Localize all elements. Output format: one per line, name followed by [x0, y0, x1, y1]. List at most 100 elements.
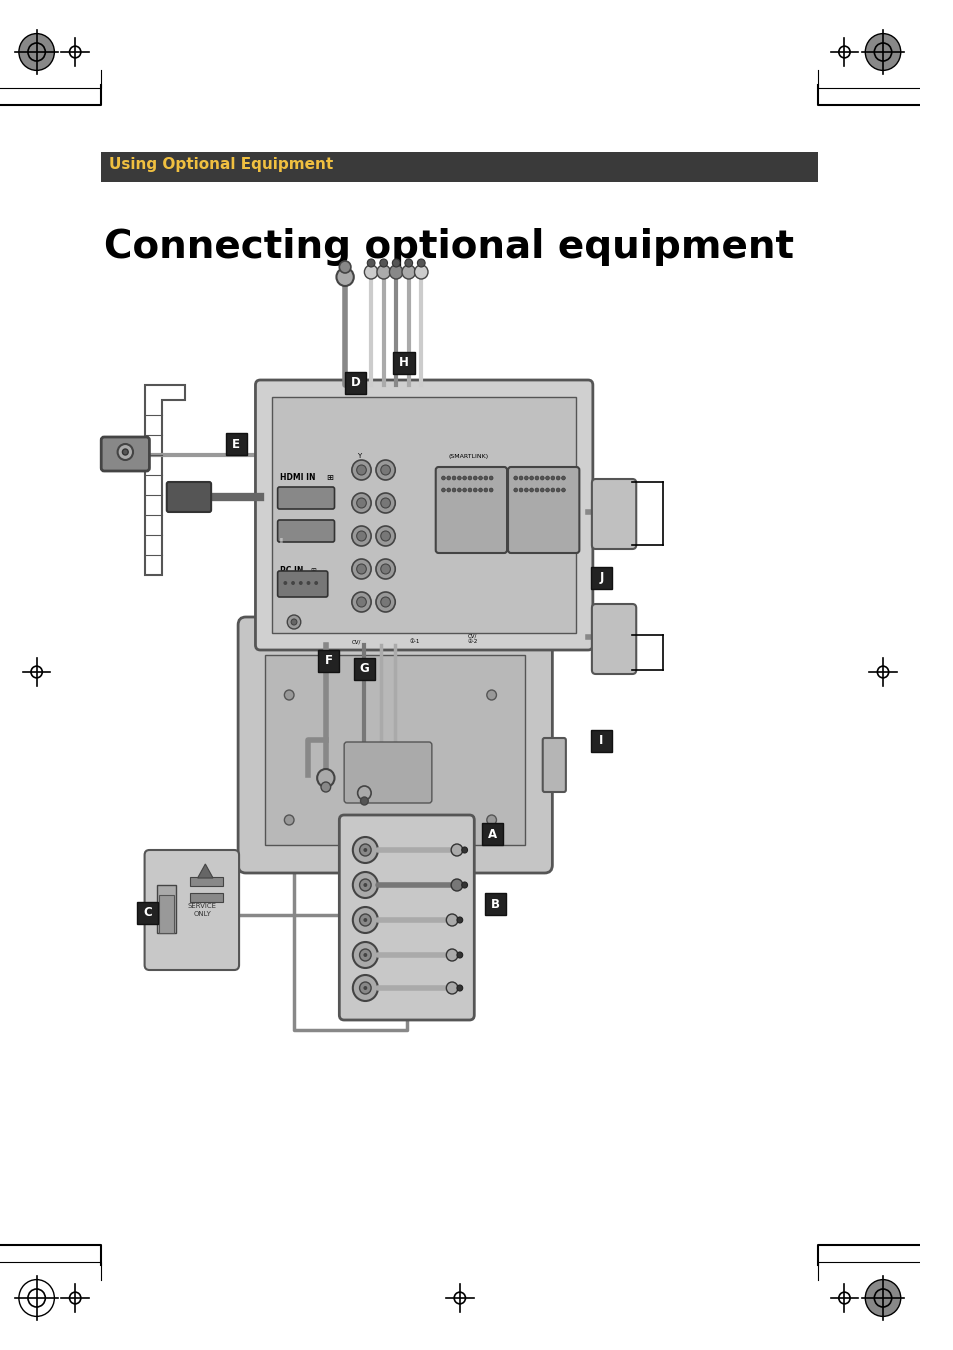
- FancyBboxPatch shape: [590, 567, 612, 589]
- Text: H: H: [398, 356, 409, 370]
- Text: PC IN: PC IN: [279, 566, 303, 575]
- Circle shape: [415, 265, 428, 279]
- Circle shape: [352, 593, 371, 612]
- Circle shape: [375, 593, 395, 612]
- FancyBboxPatch shape: [277, 520, 335, 541]
- FancyBboxPatch shape: [508, 467, 578, 554]
- Circle shape: [550, 477, 555, 481]
- Bar: [190, 892, 222, 902]
- Text: CV/
②-2: CV/ ②-2: [467, 633, 477, 644]
- FancyBboxPatch shape: [354, 657, 375, 680]
- Text: CV/: CV/: [352, 639, 361, 644]
- Bar: [190, 878, 222, 886]
- Circle shape: [379, 259, 387, 267]
- Bar: [159, 895, 174, 933]
- Circle shape: [356, 564, 366, 574]
- Text: B: B: [491, 898, 499, 910]
- Circle shape: [417, 259, 425, 267]
- Circle shape: [486, 690, 496, 701]
- Circle shape: [359, 949, 371, 961]
- Circle shape: [456, 986, 462, 991]
- FancyBboxPatch shape: [255, 379, 592, 649]
- Text: A: A: [488, 828, 497, 841]
- Circle shape: [561, 477, 565, 481]
- Circle shape: [524, 487, 528, 491]
- FancyBboxPatch shape: [167, 482, 211, 512]
- Circle shape: [478, 487, 482, 491]
- FancyBboxPatch shape: [590, 730, 612, 752]
- FancyBboxPatch shape: [481, 824, 502, 845]
- Circle shape: [353, 942, 377, 968]
- Text: SERVICE
ONLY: SERVICE ONLY: [188, 903, 216, 917]
- Circle shape: [359, 844, 371, 856]
- Circle shape: [291, 580, 294, 585]
- Circle shape: [539, 487, 543, 491]
- Circle shape: [545, 477, 549, 481]
- Circle shape: [456, 477, 461, 481]
- Circle shape: [489, 477, 493, 481]
- Circle shape: [380, 531, 390, 541]
- Circle shape: [306, 580, 310, 585]
- Circle shape: [352, 559, 371, 579]
- FancyBboxPatch shape: [436, 467, 507, 554]
- Circle shape: [359, 981, 371, 994]
- Circle shape: [314, 580, 317, 585]
- Circle shape: [356, 498, 366, 508]
- Circle shape: [375, 526, 395, 545]
- Circle shape: [451, 879, 462, 891]
- Circle shape: [401, 265, 416, 279]
- Circle shape: [529, 477, 533, 481]
- Text: I: I: [598, 734, 603, 748]
- Circle shape: [375, 559, 395, 579]
- Circle shape: [462, 477, 466, 481]
- Circle shape: [356, 597, 366, 608]
- Circle shape: [363, 848, 367, 852]
- Circle shape: [336, 269, 354, 286]
- Circle shape: [353, 837, 377, 863]
- Circle shape: [446, 981, 457, 994]
- Circle shape: [483, 477, 487, 481]
- Circle shape: [514, 477, 517, 481]
- Circle shape: [283, 580, 287, 585]
- Text: C: C: [143, 906, 152, 919]
- Circle shape: [539, 477, 543, 481]
- Circle shape: [446, 949, 457, 961]
- Circle shape: [356, 531, 366, 541]
- Circle shape: [456, 917, 462, 923]
- Text: Connecting optional equipment: Connecting optional equipment: [104, 228, 793, 266]
- Circle shape: [864, 34, 900, 70]
- FancyBboxPatch shape: [145, 850, 239, 971]
- Circle shape: [461, 882, 467, 888]
- Bar: [265, 655, 525, 845]
- Circle shape: [556, 487, 559, 491]
- Circle shape: [441, 477, 445, 481]
- Circle shape: [353, 907, 377, 933]
- Circle shape: [461, 846, 467, 853]
- Text: ①-1: ①-1: [409, 639, 419, 644]
- Circle shape: [375, 493, 395, 513]
- Circle shape: [864, 1280, 900, 1316]
- Circle shape: [122, 450, 128, 455]
- FancyBboxPatch shape: [345, 845, 445, 867]
- Circle shape: [535, 477, 538, 481]
- Circle shape: [478, 477, 482, 481]
- FancyBboxPatch shape: [238, 617, 552, 873]
- Text: ⊞: ⊞: [326, 472, 333, 482]
- Circle shape: [518, 477, 522, 481]
- FancyBboxPatch shape: [344, 743, 432, 803]
- FancyBboxPatch shape: [393, 352, 415, 374]
- Circle shape: [380, 498, 390, 508]
- Text: Y: Y: [356, 454, 360, 459]
- Circle shape: [446, 477, 450, 481]
- Text: II: II: [279, 539, 283, 544]
- Circle shape: [514, 487, 517, 491]
- Text: E: E: [232, 437, 240, 451]
- Circle shape: [446, 487, 450, 491]
- Circle shape: [316, 769, 335, 787]
- Circle shape: [291, 620, 296, 625]
- Circle shape: [359, 914, 371, 926]
- FancyBboxPatch shape: [484, 892, 505, 915]
- Circle shape: [404, 259, 412, 267]
- Text: ⊞: ⊞: [310, 568, 316, 574]
- Circle shape: [468, 477, 472, 481]
